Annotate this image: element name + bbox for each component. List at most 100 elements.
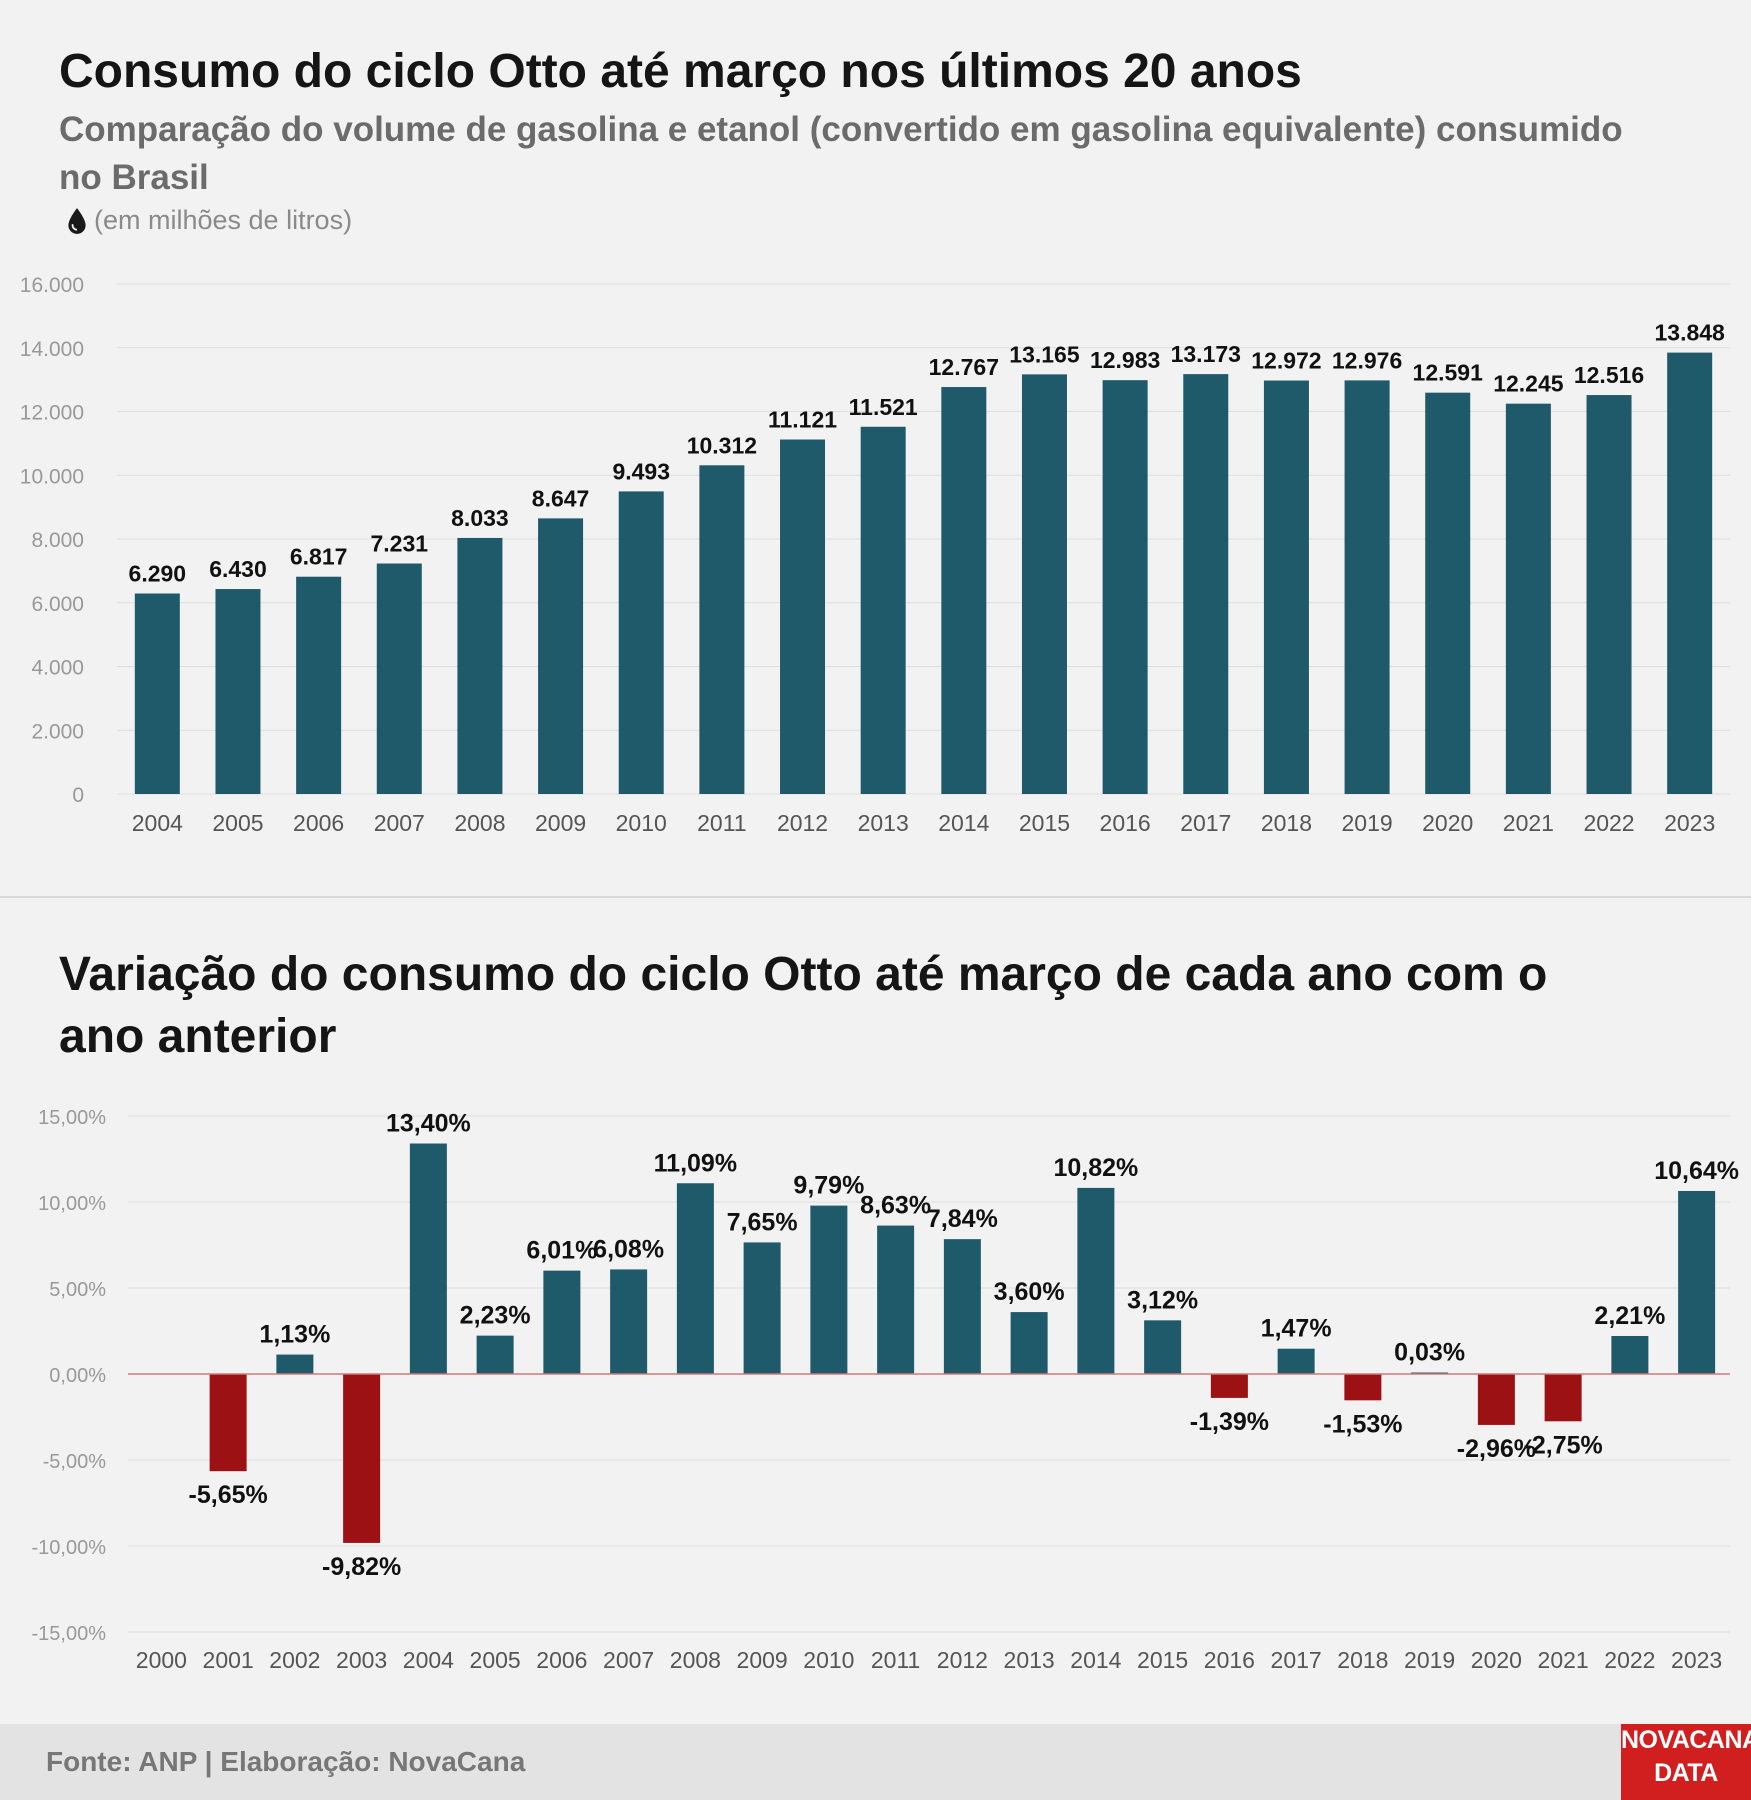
logo-line-2: DATA — [1654, 1759, 1718, 1787]
bar — [1263, 380, 1309, 794]
logo-line-1: NOVACANA — [1621, 1726, 1751, 1754]
x-tick-label: 2017 — [1271, 1647, 1322, 1673]
data-label: 8.647 — [532, 485, 590, 511]
x-tick-label: 2009 — [535, 810, 586, 836]
chart2-title: Variação do consumo do ciclo Otto até ma… — [59, 948, 1548, 1063]
bar — [1010, 1312, 1048, 1374]
x-tick-label: 2010 — [616, 810, 667, 836]
data-label: 7.231 — [370, 531, 428, 557]
bar — [209, 1374, 247, 1472]
bar — [1611, 1335, 1649, 1374]
x-tick-label: 2006 — [536, 1647, 587, 1673]
bar — [780, 439, 826, 794]
data-label: 13.173 — [1171, 341, 1241, 367]
y-tick-label: 0,00% — [49, 1365, 106, 1387]
x-tick-label: 2021 — [1538, 1647, 1589, 1673]
data-label: 12.591 — [1413, 360, 1484, 386]
bar — [1544, 1374, 1582, 1422]
data-label: 6.817 — [290, 544, 348, 570]
x-tick-label: 2018 — [1337, 1647, 1388, 1673]
bar — [699, 465, 745, 794]
y-tick-label: -5,00% — [43, 1451, 107, 1473]
bar — [1678, 1190, 1716, 1374]
bar — [215, 589, 261, 794]
data-label: 11.521 — [849, 394, 918, 420]
x-tick-label: 2013 — [1004, 1647, 1055, 1673]
data-label: 0,03% — [1394, 1339, 1465, 1367]
bar — [543, 1270, 581, 1374]
bar — [610, 1269, 648, 1374]
x-tick-label: 2019 — [1341, 810, 1392, 836]
chart2-svg: -15,00% -10,00% -5,00% 0,00% 5,00% 10,00% 15,0… — [32, 1107, 1740, 1673]
source-text: Fonte: ANP | Elaboração: NovaCana — [46, 1746, 526, 1777]
y-tick-label: 0 — [72, 784, 84, 807]
data-label: 10,82% — [1053, 1154, 1138, 1182]
section-divider — [0, 896, 1751, 898]
data-label: 13,40% — [386, 1110, 471, 1138]
bar — [1425, 392, 1471, 794]
x-tick-label: 2015 — [1137, 1647, 1188, 1673]
x-tick-label: 2011 — [697, 810, 746, 836]
bar — [810, 1205, 848, 1374]
bar — [538, 518, 584, 794]
y-tick-label: 5,00% — [49, 1279, 106, 1301]
x-tick-label: 2008 — [670, 1647, 721, 1673]
data-label: -1,39% — [1190, 1408, 1269, 1436]
bar — [457, 537, 503, 794]
data-label: 3,12% — [1127, 1286, 1198, 1314]
bar — [1102, 380, 1148, 794]
data-label: 13.165 — [1009, 341, 1080, 367]
bar — [676, 1183, 714, 1374]
data-label: 6.290 — [129, 561, 187, 587]
data-label: -9,82% — [322, 1553, 401, 1581]
footer: Fonte: ANP | Elaboração: NovaCana — [0, 1724, 1751, 1800]
data-label: 10,64% — [1654, 1157, 1739, 1185]
chart1-subtitle: Comparação do volume de gasolina e etano… — [59, 110, 1623, 197]
bar — [1505, 403, 1551, 794]
data-label: 6,08% — [593, 1235, 664, 1263]
data-label: 10.312 — [687, 432, 757, 458]
bar — [343, 1374, 381, 1543]
x-tick-label: 2005 — [470, 1647, 521, 1673]
data-label: 1,47% — [1261, 1315, 1332, 1343]
bar — [1144, 1320, 1182, 1374]
bar — [1021, 374, 1067, 794]
data-label: -5,65% — [189, 1481, 268, 1509]
data-label: 6.430 — [209, 556, 267, 582]
x-tick-label: 2015 — [1019, 810, 1070, 836]
data-label: 8,63% — [860, 1192, 931, 1220]
data-label: 12.767 — [929, 354, 999, 380]
data-label: 9.493 — [612, 458, 670, 484]
unit-label: (em milhões de litros) — [66, 205, 352, 236]
x-tick-label: 2022 — [1604, 1647, 1655, 1673]
data-label: 2,21% — [1594, 1302, 1665, 1330]
bar — [276, 1354, 314, 1374]
bar — [296, 576, 342, 794]
data-label: 6,01% — [526, 1237, 597, 1265]
x-tick-label: 2020 — [1422, 810, 1473, 836]
bar — [376, 563, 422, 794]
data-label: 2,23% — [460, 1302, 531, 1330]
x-tick-label: 2007 — [374, 810, 425, 836]
data-label: -1,53% — [1323, 1410, 1402, 1438]
bar — [1477, 1374, 1515, 1425]
data-label: 1,13% — [259, 1321, 330, 1349]
bar — [860, 426, 906, 794]
y-tick-label: 6.000 — [31, 593, 84, 616]
bar — [476, 1335, 514, 1374]
y-tick-label: 10.000 — [20, 465, 84, 488]
x-tick-label: 2016 — [1204, 1647, 1255, 1673]
x-tick-label: 2011 — [871, 1647, 920, 1673]
x-tick-label: 2005 — [212, 810, 263, 836]
bar — [409, 1143, 447, 1374]
y-tick-label: 8.000 — [31, 529, 84, 552]
x-tick-label: 2023 — [1664, 810, 1715, 836]
x-tick-label: 2022 — [1583, 810, 1634, 836]
data-label: 12.972 — [1251, 348, 1321, 374]
water-drop-icon — [68, 207, 86, 234]
bar — [618, 491, 664, 794]
x-tick-label: 2003 — [336, 1647, 387, 1673]
x-tick-label: 2016 — [1100, 810, 1151, 836]
data-label: 12.245 — [1493, 371, 1564, 397]
x-tick-label: 2004 — [403, 1647, 454, 1673]
